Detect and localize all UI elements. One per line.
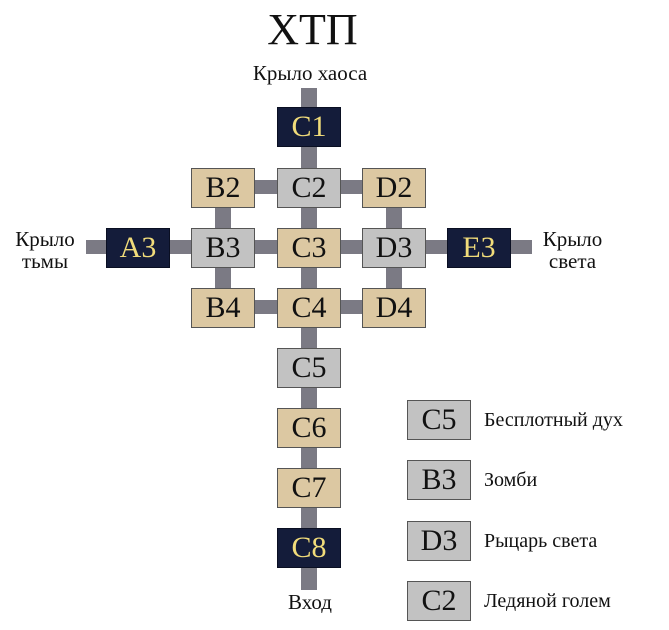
corridor-vertical-main <box>301 88 317 590</box>
map-title: ХТП <box>267 5 358 54</box>
legend-item: B3 Зомби <box>407 460 669 502</box>
room-e3: E3 <box>447 228 511 268</box>
room-c8: C8 <box>277 528 341 568</box>
room-c1: C1 <box>277 107 341 147</box>
room-b4: B4 <box>191 288 255 328</box>
room-d3: D3 <box>362 228 426 268</box>
wing-label-top: Крыло хаоса <box>252 61 368 85</box>
legend-label: Ледяной голем <box>484 590 611 612</box>
room-c5: C5 <box>277 348 341 388</box>
legend-item: C5 Бесплотный дух <box>407 400 669 442</box>
room-a3: A3 <box>106 228 170 268</box>
legend-swatch: B3 <box>407 460 471 500</box>
legend-swatch: C2 <box>407 581 471 621</box>
room-c6: C6 <box>277 408 341 448</box>
room-d2: D2 <box>362 168 426 208</box>
room-c7: C7 <box>277 468 341 508</box>
legend-label: Рыцарь света <box>484 530 598 552</box>
wing-label-left: Крыло тьмы <box>15 227 75 273</box>
legend-label: Зомби <box>484 469 538 491</box>
legend-label: Бесплотный дух <box>484 409 623 431</box>
legend-swatch: D3 <box>407 521 471 561</box>
room-d4: D4 <box>362 288 426 328</box>
legend-item: D3 Рыцарь света <box>407 521 669 563</box>
legend-swatch: C5 <box>407 400 471 440</box>
wing-label-bottom: Вход <box>287 590 332 614</box>
legend-item: C2 Ледяной голем <box>407 581 669 623</box>
room-c2: C2 <box>277 168 341 208</box>
room-c3: C3 <box>277 228 341 268</box>
wing-label-right: Крыло света <box>542 227 603 273</box>
room-b2: B2 <box>191 168 255 208</box>
room-b3: B3 <box>191 228 255 268</box>
room-c4: C4 <box>277 288 341 328</box>
